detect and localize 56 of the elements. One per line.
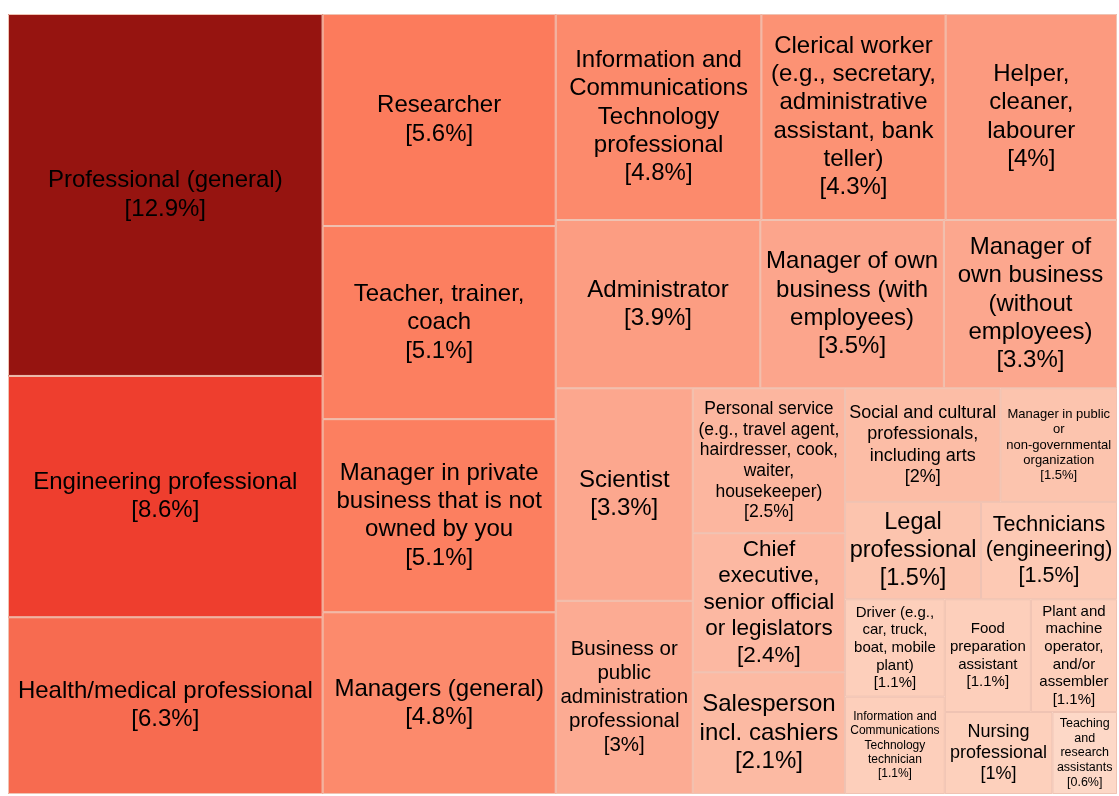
category-label: Nursing professional [950,720,1048,762]
category-label: Information and Communications Technology technician [850,709,940,766]
data-label: [1%] [980,763,1017,784]
category-label: Teaching and research assistants [1056,715,1113,775]
data-label: [4.8%] [405,701,474,729]
category-label: Manager of own business (without employees) [957,232,1104,345]
category-label: Researcher [377,90,502,118]
data-label: [4%] [1007,144,1056,172]
category-label: Salesperson incl. cashiers [699,689,839,745]
category-label: Social and cultural professionals, including arts [849,402,997,465]
category-label: Business or public administration professional [560,635,689,732]
data-label: [3.5%] [818,331,887,359]
data-label: [1.1%] [1052,690,1096,708]
data-label: [6.3%] [131,704,200,732]
data-label: [3%] [603,732,645,756]
category-label: Teacher, trainer, coach [353,278,525,335]
data-label: [5.6%] [405,118,474,146]
category-label: Plant and machine operator, and/or assembler [1039,601,1109,690]
category-label: Technicians (engineering) [985,512,1113,562]
data-label: [2%] [904,465,941,486]
data-label: [3.9%] [623,302,693,330]
data-label: [1.5%] [1040,467,1078,483]
data-label: [12.9%] [124,193,206,221]
category-label: Engineering professional [33,467,298,495]
category-label: Food preparation assistant [949,619,1026,672]
data-label: [2.5%] [744,501,794,522]
data-label: [5.1%] [405,542,474,570]
category-label: Driver (e.g., car, truck, boat, mobile plant) [854,602,936,673]
category-label: Clerical worker (e.g., secretary, administrative assistant, bank teller) [771,30,936,172]
category-label: Manager in public or non-governmental organization [1006,405,1112,467]
data-label: [1.1%] [873,673,917,691]
category-label: Manager of own business (with employees) [766,246,939,330]
category-label: Managers (general) [334,673,544,701]
data-label: [1.5%] [1018,562,1080,587]
category-label: Chief executive, senior official or legislators [703,535,835,641]
data-label: [5.1%] [405,335,474,363]
data-label: [4.8%] [624,158,693,186]
category-label: Personal service (e.g., travel agent, hairdresser, cook, waiter, housekeeper) [698,397,840,501]
data-label: [0.6%] [1066,774,1103,789]
category-label: Manager in private business that is not owned by you [336,457,543,542]
data-label: [3.3%] [996,345,1065,373]
category-label: Health/medical professional [17,676,313,704]
category-label: Legal professional [849,508,977,563]
category-label: Information and Communications Technology professional [569,44,748,157]
category-label: Helper, cleaner, labourer [987,59,1076,143]
data-label: [8.6%] [131,495,200,523]
category-label: Scientist [578,465,670,492]
data-label: [1.1%] [877,765,912,780]
data-label: [3.3%] [590,493,659,521]
data-label: [2.4%] [737,642,801,668]
category-label: Professional (general) [47,165,283,193]
data-label: [1.1%] [966,672,1010,690]
data-label: [1.5%] [879,563,947,590]
data-label: [4.3%] [819,172,888,200]
category-label: Administrator [587,274,729,302]
data-label: [2.1%] [734,746,803,774]
